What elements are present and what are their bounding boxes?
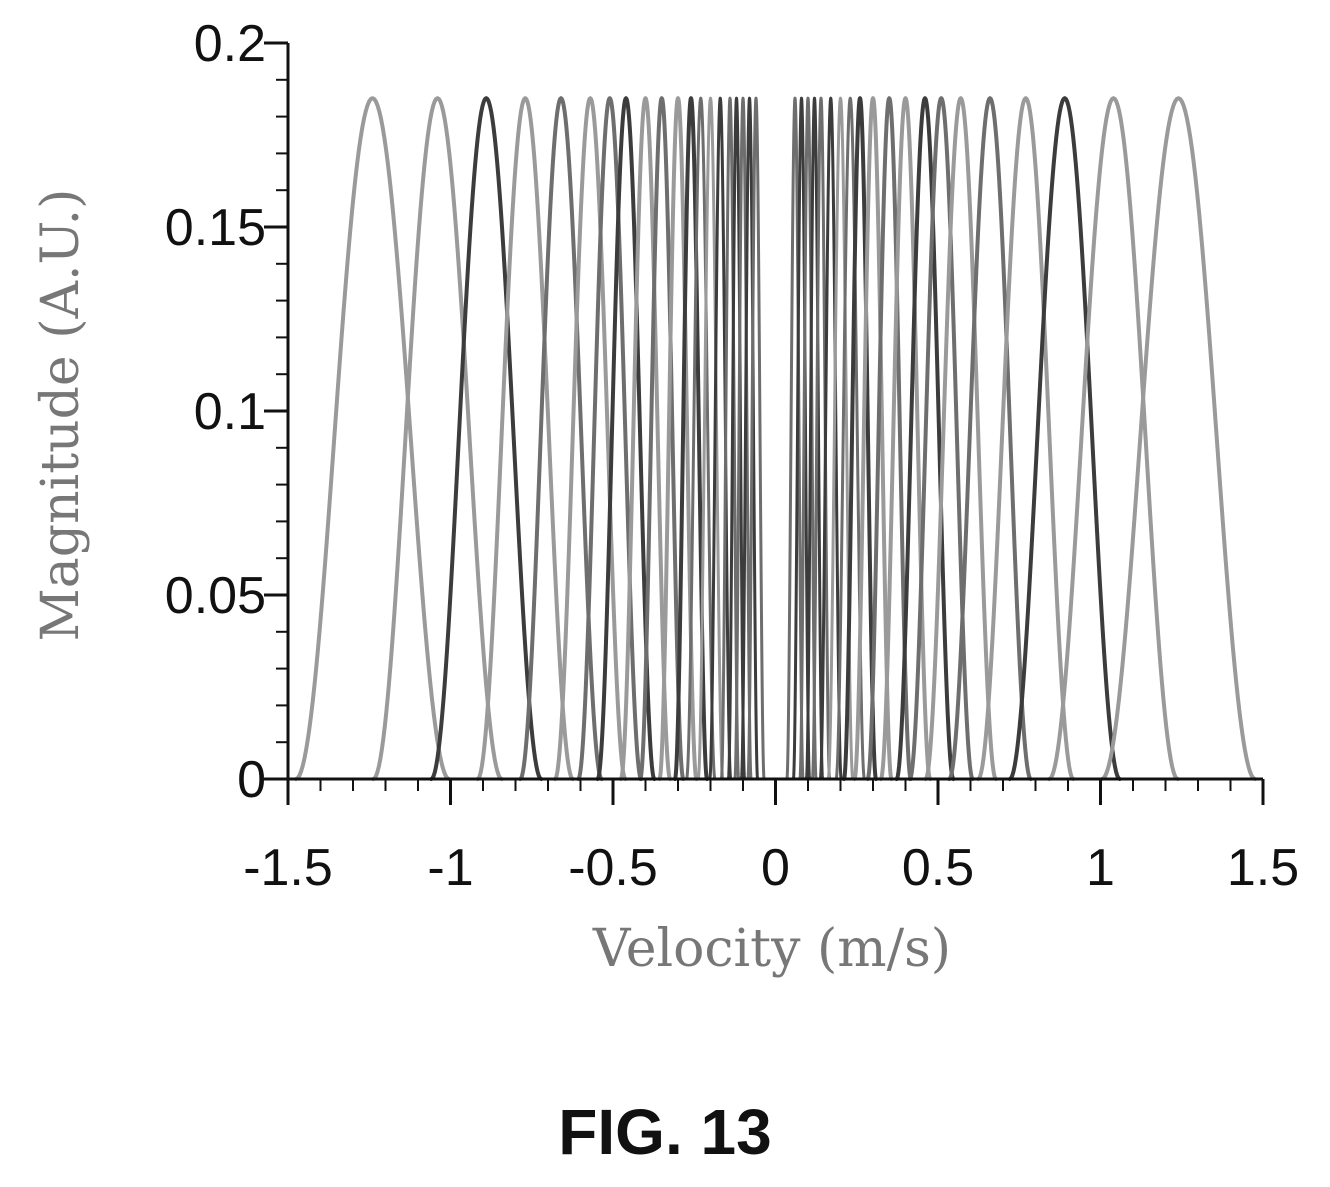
series-curve-9 [618, 96, 673, 781]
y-tick-label: 0.15 [165, 199, 266, 257]
series-curve-19 [739, 96, 760, 781]
series-curve-20 [746, 96, 766, 781]
series-curve-13 [685, 96, 717, 781]
x-tick-label: 0 [761, 839, 790, 897]
series-curve-25 [810, 96, 832, 781]
x-tick-label: -1.5 [243, 839, 333, 897]
x-tick-label: -0.5 [568, 839, 658, 897]
series-curve-38 [1007, 96, 1122, 781]
series-curve-26 [818, 96, 843, 781]
series-curve-35 [923, 96, 998, 781]
series-curve-16 [719, 96, 741, 781]
series-curve-6 [553, 96, 628, 781]
axes [264, 41, 1265, 805]
x-tick-label: -1 [427, 839, 473, 897]
series-curve-18 [733, 96, 753, 781]
series-curve-4 [475, 96, 575, 781]
series-curve-39 [1047, 96, 1180, 781]
series-curves [293, 96, 1258, 781]
series-curve-15 [708, 96, 733, 781]
series-curve-31 [865, 96, 913, 781]
series-curve-21 [785, 96, 805, 781]
y-tick-label: 0.2 [194, 15, 266, 73]
series-curve-3 [429, 96, 544, 781]
x-tick-label: 1.5 [1227, 839, 1299, 897]
y-tick-label: 0.1 [194, 383, 266, 441]
series-curve-24 [804, 96, 825, 781]
series-curve-36 [947, 96, 1033, 781]
series-curve-23 [798, 96, 818, 781]
series-curve-30 [852, 96, 894, 781]
series-curve-1 [293, 96, 452, 781]
series-curve-14 [696, 96, 725, 781]
series-curve-22 [791, 96, 812, 781]
y-tick-label: 0 [237, 751, 266, 809]
x-tick-label: 1 [1086, 839, 1115, 897]
series-curve-37 [976, 96, 1076, 781]
series-curve-2 [371, 96, 504, 781]
y-tick-label: 0.05 [165, 567, 266, 625]
x-tick-label: 0.5 [902, 839, 974, 897]
series-curve-10 [638, 96, 686, 781]
y-axis-title: Magnitude (A.U.) [31, 189, 91, 642]
series-curve-29 [841, 96, 879, 781]
x-axis-title: Velocity (m/s) [592, 919, 951, 979]
figure-label: FIG. 13 [558, 1096, 772, 1168]
series-curve-8 [595, 96, 657, 781]
series-curve-40 [1099, 96, 1258, 781]
tick-labels: -1.5 -1 -0.5 0 0.5 1 1.5 0 0.05 0.1 0.15 0.2 [165, 15, 1299, 897]
series-curve-33 [894, 96, 956, 781]
series-curve-17 [726, 96, 747, 781]
